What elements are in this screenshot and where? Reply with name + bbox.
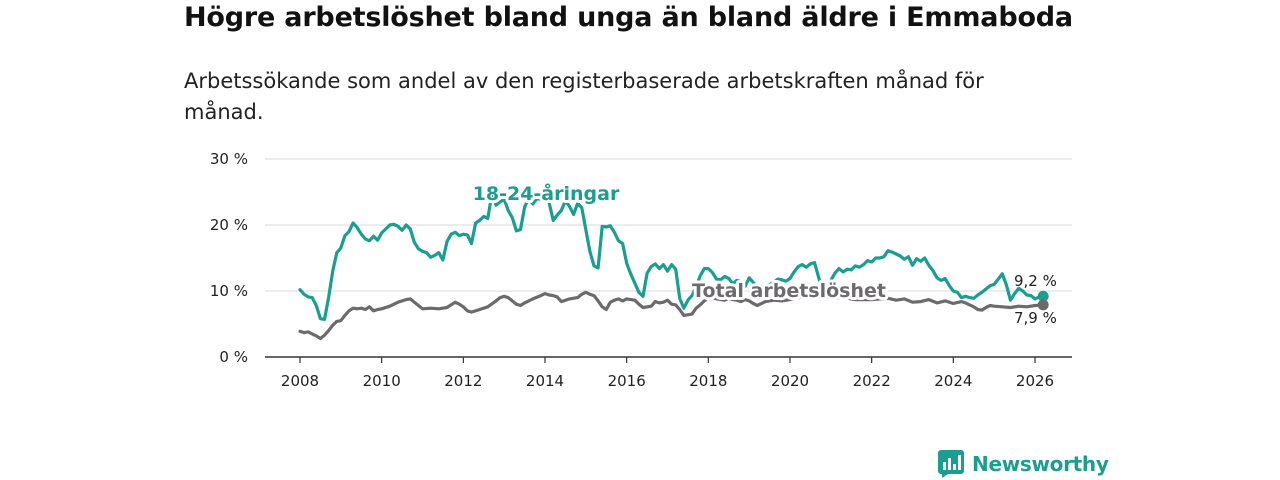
newsworthy-logo-icon bbox=[938, 450, 964, 478]
x-tick-label: 2014 bbox=[526, 372, 564, 390]
end-value-label-youth: 9,2 % bbox=[1014, 272, 1057, 290]
line-chart: 0 % 10 % 20 % 30 % 2008 2010 2012 2014 2016 2018… bbox=[210, 150, 1072, 390]
brand-name: Newsworthy bbox=[972, 452, 1109, 476]
x-axis: 2008 2010 2012 2014 2016 2018 2020 2022 2024 2026 bbox=[265, 356, 1072, 390]
series-line-total bbox=[298, 290, 1045, 341]
chart-title: Högre arbetslöshet bland unga än bland ä… bbox=[184, 2, 1073, 33]
end-value-label-total: 7,9 % bbox=[1014, 309, 1057, 327]
y-tick-label: 30 % bbox=[210, 150, 248, 168]
y-tick-label: 0 % bbox=[219, 348, 248, 366]
series-line-youth bbox=[298, 192, 1045, 321]
x-tick-label: 2020 bbox=[771, 372, 809, 390]
brand: Newsworthy bbox=[938, 448, 1109, 480]
chart-subtitle: Arbetssökande som andel av den registerb… bbox=[184, 69, 984, 124]
x-tick-label: 2024 bbox=[934, 372, 972, 390]
x-tick-label: 2016 bbox=[608, 372, 646, 390]
y-tick-label: 10 % bbox=[210, 282, 248, 300]
series-label-halo: Total arbetslöshet bbox=[692, 280, 886, 302]
x-tick-label: 2010 bbox=[363, 372, 401, 390]
series-label-youth: 18-24-åringar bbox=[473, 181, 620, 205]
x-tick-label: 2012 bbox=[444, 372, 482, 390]
x-tick-label: 2026 bbox=[1016, 372, 1054, 390]
y-tick-label: 20 % bbox=[210, 216, 248, 234]
gridlines bbox=[265, 158, 1072, 292]
x-tick-label: 2022 bbox=[853, 372, 891, 390]
end-point-total bbox=[1037, 299, 1049, 311]
x-tick-label: 2008 bbox=[281, 372, 319, 390]
x-tick-label: 2018 bbox=[689, 372, 727, 390]
series-lines bbox=[298, 192, 1049, 341]
series-label-total: Total arbetslöshet bbox=[692, 280, 886, 302]
end-point-youth bbox=[1037, 290, 1049, 302]
y-axis: 0 % 10 % 20 % 30 % bbox=[210, 150, 248, 366]
series-label-halo: 18-24-åringar bbox=[473, 181, 620, 205]
